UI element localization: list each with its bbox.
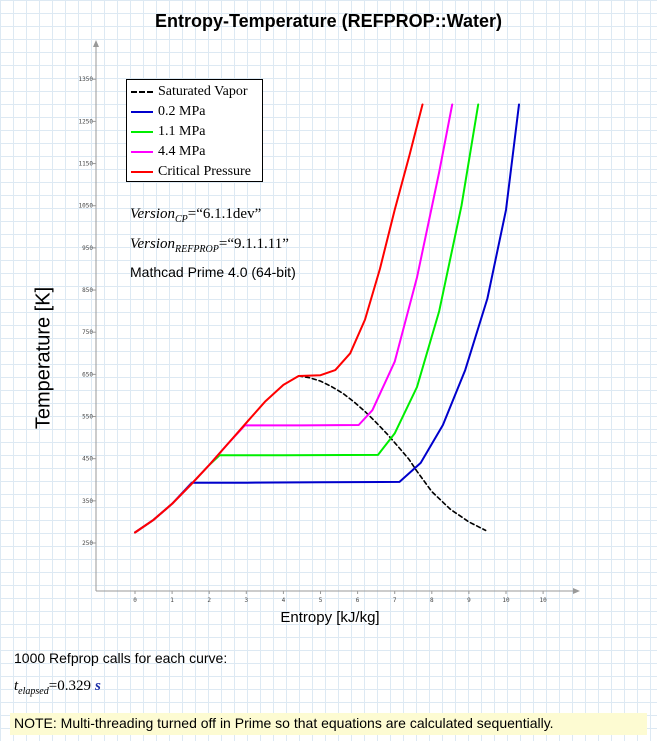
legend-item-critical-pressure: Critical Pressure bbox=[131, 162, 262, 182]
x-tick-label: 8 bbox=[430, 597, 434, 604]
y-tick-label: 450 bbox=[82, 456, 93, 463]
refprop-calls-text: 1000 Refprop calls for each curve: bbox=[14, 650, 228, 666]
legend-swatch bbox=[131, 151, 153, 153]
y-axis-arrow bbox=[93, 40, 99, 47]
x-tick-label: 9 bbox=[467, 597, 471, 604]
legend-label: 4.4 MPa bbox=[158, 144, 206, 159]
legend-label: 1.1 MPa bbox=[158, 124, 206, 139]
legend-label: Critical Pressure bbox=[158, 164, 251, 179]
y-tick-label: 950 bbox=[82, 245, 93, 252]
chart-title: Entropy-Temperature (REFPROP::Water) bbox=[154, 11, 503, 31]
legend-swatch bbox=[131, 131, 153, 133]
legend: Saturated Vapor 0.2 MPa 1.1 MPa 4.4 MPa … bbox=[126, 79, 263, 182]
y-tick-label: 250 bbox=[82, 540, 93, 547]
x-tick-label: 4 bbox=[282, 597, 286, 604]
version-refprop-symbol: Version bbox=[130, 236, 175, 252]
version-cp-value: “6.1.1dev” bbox=[196, 206, 262, 222]
x-axis-label: Entropy [kJ/kg] bbox=[280, 609, 380, 626]
legend-item-0-2-mpa: 0.2 MPa bbox=[131, 102, 262, 122]
y-tick-label: 350 bbox=[82, 498, 93, 505]
legend-swatch bbox=[131, 171, 153, 173]
x-tick-label: 2 bbox=[207, 597, 211, 604]
plot-area: 2503504505506507508509501050115012501350… bbox=[79, 40, 580, 604]
version-cp-symbol: Version bbox=[130, 206, 175, 222]
legend-swatch bbox=[131, 91, 153, 93]
legend-label: Saturated Vapor bbox=[158, 84, 248, 99]
x-axis-arrow bbox=[573, 588, 580, 594]
x-tick-label: 5 bbox=[319, 597, 323, 604]
legend-label: 0.2 MPa bbox=[158, 104, 206, 119]
y-axis-label: Temperature [K] bbox=[32, 286, 55, 430]
elapsed-value: 0.329 bbox=[57, 678, 91, 694]
y-tick-label: 750 bbox=[82, 329, 93, 336]
elapsed-symbol: t bbox=[14, 678, 19, 694]
legend-swatch bbox=[131, 111, 153, 113]
series-lines bbox=[134, 103, 520, 534]
note-text: NOTE: Multi-threading turned off in Prim… bbox=[10, 713, 647, 735]
x-tick-label: 3 bbox=[244, 597, 248, 604]
y-tick-label: 1150 bbox=[79, 161, 94, 168]
elapsed-unit: s bbox=[94, 678, 101, 694]
elapsed-subscript: elapsed bbox=[18, 686, 49, 697]
tick-labels: 2503504505506507508509501050115012501350… bbox=[79, 76, 548, 604]
elapsed-time-equation: telapsed=0.329 s bbox=[14, 678, 101, 697]
x-tick-label: 10 bbox=[539, 597, 547, 604]
legend-item-1-1-mpa: 1.1 MPa bbox=[131, 122, 262, 142]
axes bbox=[93, 40, 580, 594]
series-saturated-vapor-line bbox=[297, 375, 487, 532]
equals-sign: = bbox=[218, 236, 228, 252]
mathcad-version-text: Mathcad Prime 4.0 (64-bit) bbox=[130, 264, 296, 280]
version-cp-subscript: CP bbox=[175, 214, 188, 225]
legend-item-saturated-vapor: Saturated Vapor bbox=[131, 82, 262, 102]
y-tick-label: 1350 bbox=[79, 76, 94, 83]
version-refprop-value: “9.1.1.11” bbox=[227, 236, 289, 252]
x-tick-label: 7 bbox=[393, 597, 397, 604]
series-critical-pressure-line bbox=[134, 103, 424, 534]
equals-sign: = bbox=[187, 206, 197, 222]
legend-item-4-4-mpa: 4.4 MPa bbox=[131, 142, 262, 162]
y-tick-label: 650 bbox=[82, 371, 93, 378]
x-tick-label: 1 bbox=[170, 597, 174, 604]
version-cp-equation: VersionCP=“6.1.1dev” bbox=[130, 206, 261, 225]
equals-sign: = bbox=[48, 678, 58, 694]
y-tick-label: 1250 bbox=[79, 118, 94, 125]
version-refprop-subscript: REFPROP bbox=[175, 244, 219, 255]
y-tick-label: 1050 bbox=[79, 203, 94, 210]
y-tick-label: 850 bbox=[82, 287, 93, 294]
x-tick-label: 6 bbox=[356, 597, 360, 604]
x-tick-label: 0 bbox=[133, 597, 137, 604]
y-tick-label: 550 bbox=[82, 414, 93, 421]
version-refprop-equation: VersionREFPROP=“9.1.1.11” bbox=[130, 236, 289, 255]
x-tick-label: 10 bbox=[502, 597, 510, 604]
